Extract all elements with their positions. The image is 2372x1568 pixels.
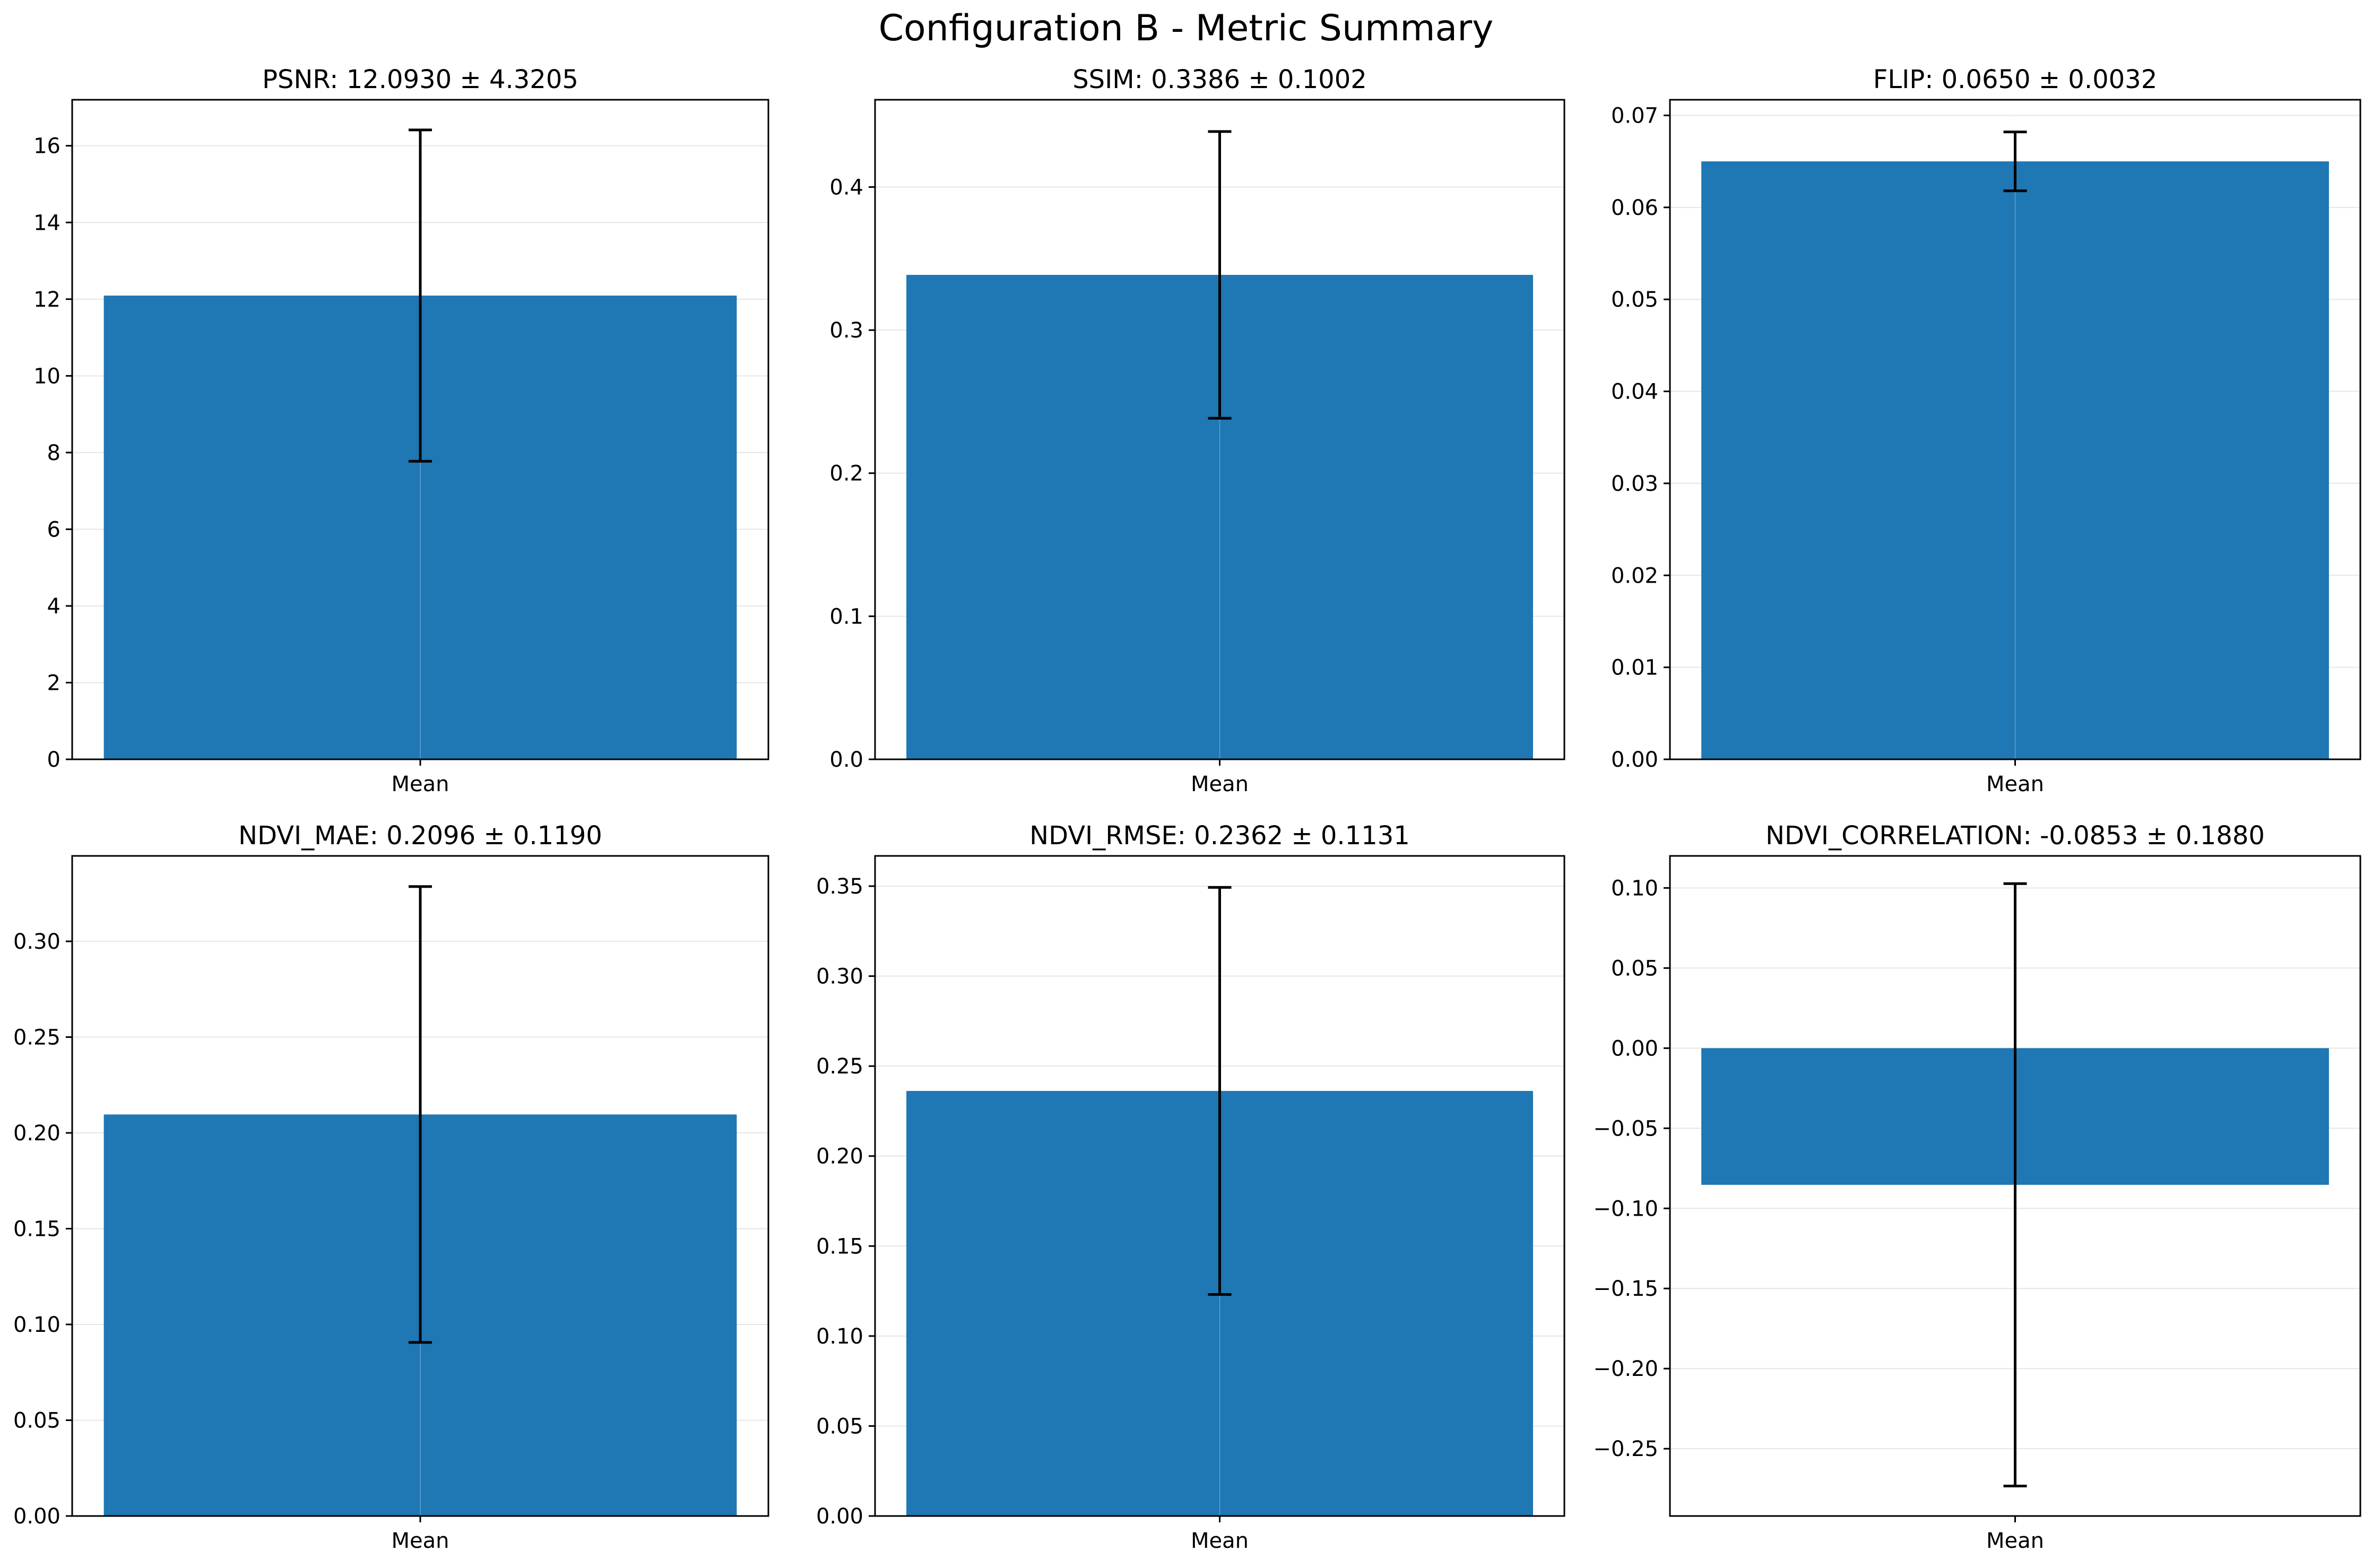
y-tick-label: 0.01 (1611, 656, 1658, 680)
y-tick-label: 0.00 (816, 1504, 863, 1529)
y-tick-label: 0.1 (829, 604, 863, 629)
x-tick-label: Mean (1191, 772, 1249, 796)
y-tick-label: 0.00 (1611, 748, 1658, 772)
y-tick-label: 0.25 (13, 1026, 60, 1050)
y-tick-label: 0.05 (1611, 288, 1658, 312)
y-tick-label: 0.04 (1611, 380, 1658, 404)
y-tick-label: 16 (33, 134, 60, 159)
subplot-3: 0.00 0.01 0.02 0.03 0.04 0.05 0.06 0.07 Mean FLIP… (1611, 65, 2361, 796)
x-tick-label: Mean (392, 772, 449, 796)
y-tick-label: 0.2 (829, 462, 863, 486)
y-tick-label: 0.35 (816, 874, 863, 899)
y-tick-label: 0.00 (1611, 1036, 1658, 1061)
y-tick-label: −0.20 (1593, 1357, 1658, 1381)
y-tick-label: 0.10 (1611, 876, 1658, 900)
x-tick-label: Mean (392, 1529, 449, 1553)
y-tick-label: 0.0 (829, 748, 863, 772)
subplot-title: NDVI_RMSE: 0.2362 ± 0.1131 (1029, 821, 1410, 851)
subplot-4: 0.00 0.05 0.10 0.15 0.20 0.25 0.30 Mean NDVI_MAE… (13, 821, 769, 1553)
y-tick-label: 0.25 (816, 1054, 863, 1079)
subplot-title: FLIP: 0.0650 ± 0.0032 (1873, 65, 2158, 94)
subplot-title: PSNR: 12.0930 ± 4.3205 (262, 65, 578, 94)
bar-mean (1701, 161, 2329, 760)
y-tick-label: 2 (47, 671, 60, 695)
y-tick-label: 10 (33, 364, 60, 388)
y-tick-label: 0.20 (13, 1121, 60, 1146)
y-tick-label: 0.07 (1611, 103, 1658, 128)
subplot-title: NDVI_MAE: 0.2096 ± 0.1190 (238, 821, 602, 851)
subplot-title: NDVI_CORRELATION: -0.0853 ± 0.1880 (1765, 821, 2265, 851)
y-tick-label: 0.02 (1611, 564, 1658, 588)
y-tick-label: 0.4 (829, 175, 863, 200)
y-tick-label: 0.30 (13, 930, 60, 954)
y-tick-label: 0.05 (816, 1414, 863, 1439)
y-tick-label: 0.05 (13, 1409, 60, 1433)
subplot-title: SSIM: 0.3386 ± 0.1002 (1072, 65, 1367, 94)
subplot-2: 0.0 0.1 0.2 0.3 0.4 Mean SSIM: 0.3386 ± 0.1002 (829, 65, 1565, 796)
y-tick-label: 8 (47, 441, 60, 465)
y-tick-label: 14 (33, 211, 60, 235)
y-tick-label: 0.10 (13, 1313, 60, 1337)
y-tick-label: 0.3 (829, 318, 863, 343)
y-tick-label: 0.05 (1611, 956, 1658, 981)
y-tick-label: 6 (47, 517, 60, 542)
y-tick-label: −0.25 (1593, 1437, 1658, 1461)
y-tick-label: 0 (47, 748, 60, 772)
y-tick-label: −0.15 (1593, 1277, 1658, 1301)
y-tick-label: 0.15 (13, 1217, 60, 1242)
y-tick-label: 0.10 (816, 1324, 863, 1349)
subplot-1: 0 2 4 6 8 10 12 14 16 Mean PSNR: 12.0930 ± 4.3205 (33, 65, 769, 796)
y-tick-label: 0.20 (816, 1145, 863, 1169)
x-tick-label: Mean (1191, 1529, 1249, 1553)
figure-title: Configuration B - Metric Summary (879, 7, 1494, 49)
y-tick-label: −0.05 (1593, 1116, 1658, 1141)
subplot-6: −0.25 −0.20 −0.15 −0.10 −0.05 0.00 0.05 0.10 Mea… (1593, 821, 2361, 1553)
subplot-5: 0.00 0.05 0.10 0.15 0.20 0.25 0.30 0.35 Mean NDVI… (816, 821, 1565, 1553)
y-tick-label: −0.10 (1593, 1197, 1658, 1221)
x-tick-label: Mean (1986, 772, 2044, 796)
y-tick-label: 0.03 (1611, 472, 1658, 496)
y-tick-label: 4 (47, 594, 60, 619)
y-tick-label: 12 (33, 288, 60, 312)
x-tick-label: Mean (1986, 1529, 2044, 1553)
y-tick-label: 0.30 (816, 965, 863, 989)
y-tick-label: 0.15 (816, 1234, 863, 1259)
y-tick-label: 0.00 (13, 1504, 60, 1529)
y-tick-label: 0.06 (1611, 196, 1658, 220)
